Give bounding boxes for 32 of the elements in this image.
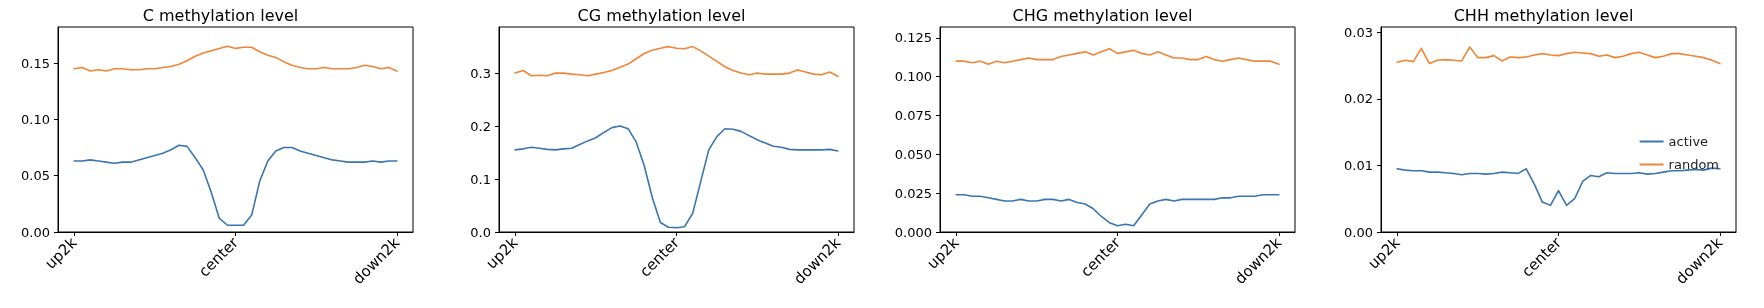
y-tick-label: 0.02 <box>1344 91 1373 107</box>
line-series <box>514 125 839 229</box>
y-tick-label: 0.000 <box>894 224 932 240</box>
chart-title: CHG methylation level <box>1012 5 1193 25</box>
y-tick-label: 0.075 <box>894 108 932 124</box>
chart-title: C methylation level <box>142 5 299 25</box>
y-tick-label: 0.100 <box>894 69 932 85</box>
chart-title: CG methylation level <box>577 5 746 25</box>
y-tick-label: 0.01 <box>1344 157 1373 173</box>
y-tick-label: 0.15 <box>21 55 50 71</box>
y-tick-label: 0.10 <box>21 111 50 127</box>
legend-label: active <box>1668 134 1709 149</box>
line-series <box>955 47 1280 66</box>
y-tick-label: 0.125 <box>894 30 932 46</box>
y-tick-label: 0.3 <box>470 65 491 81</box>
line-series <box>73 144 398 227</box>
y-tick-label: 0.00 <box>1344 224 1373 240</box>
y-tick-label: 0.00 <box>21 224 50 240</box>
line-series <box>514 45 839 78</box>
line-series <box>955 193 1280 227</box>
y-tick-label: 0.03 <box>1344 24 1373 40</box>
chart-title: CHH methylation level <box>1453 5 1634 25</box>
y-tick-label: 0.0 <box>470 224 491 240</box>
line-series <box>73 45 398 72</box>
line-series <box>1396 46 1721 65</box>
y-tick-label: 0.05 <box>21 168 50 184</box>
y-tick-label: 0.1 <box>470 171 491 187</box>
y-tick-label: 0.050 <box>894 146 932 162</box>
y-tick-label: 0.025 <box>894 185 932 201</box>
line-series <box>1396 167 1721 207</box>
y-tick-label: 0.2 <box>470 118 491 134</box>
legend-label: random <box>1668 157 1719 172</box>
